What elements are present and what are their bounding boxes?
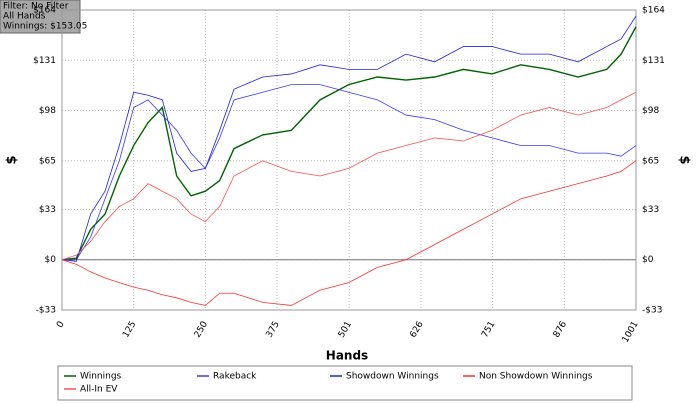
series-line [61,15,637,262]
x-tick-label: 876 [552,320,569,340]
legend-label: All-In EV [80,385,118,395]
x-tick-label: 375 [265,320,282,340]
series-line [61,160,637,306]
y-axis-label: $ [5,155,20,164]
y2-tick-label: $164 [642,6,665,16]
y2-tick-label: -$33 [642,306,662,316]
x-tick-label: 250 [193,320,210,340]
filter-text: All Hands [3,12,46,22]
series-line [62,84,637,261]
legend-label: Winnings [80,372,122,382]
y-tick-label: $65 [39,156,56,166]
legend-label: Rakeback [213,372,257,382]
y2-tick-label: $0 [642,255,654,265]
y2-axis-label: $ [677,155,692,164]
y-tick-label: $131 [33,56,56,66]
x-tick-label: 0 [55,320,67,330]
legend-label: Showdown Winnings [346,372,439,382]
y2-tick-label: $98 [642,106,659,116]
legend [57,365,633,401]
filter-text: Filter: No Filter [3,2,69,12]
legend-label: Non Showdown Winnings [479,372,593,382]
y2-tick-label: $33 [642,205,659,215]
plot-frame [61,9,637,311]
series-line [61,26,637,261]
x-tick-label: 1001 [621,320,641,345]
y-tick-label: -$33 [36,306,56,316]
x-tick-label: 751 [480,320,497,340]
y-tick-label: $33 [39,205,56,215]
series-line [61,91,637,261]
y-tick-label: $164 [33,6,56,16]
x-tick-label: 501 [337,320,354,340]
x-tick-label: 626 [408,320,425,340]
x-axis-label: Hands [326,349,368,363]
y2-tick-label: $65 [642,156,659,166]
x-tick-label: 125 [121,320,138,340]
filter-box [0,0,81,34]
y-tick-label: $0 [45,255,57,265]
filter-text: Winnings: $153.05 [3,22,87,32]
y-tick-label: $98 [39,106,56,116]
y2-tick-label: $131 [642,56,665,66]
